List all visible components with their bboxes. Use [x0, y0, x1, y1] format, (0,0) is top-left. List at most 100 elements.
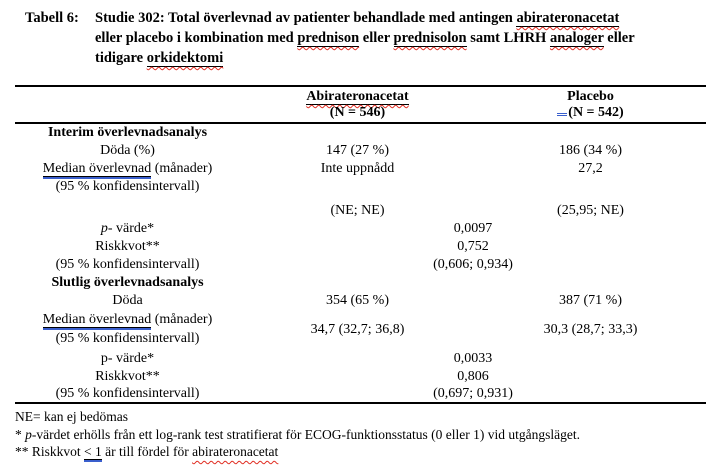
cell-value-span: 0,0033	[453, 350, 493, 366]
spellcheck-word: prednisolon	[393, 30, 467, 47]
section-row-final: Slutlig överlevnadsanalys	[15, 273, 706, 291]
empty-cell	[240, 123, 475, 141]
cell-value-span: (0,697; 0,931)	[433, 386, 513, 401]
column-header-n: (N = 546)	[329, 105, 386, 120]
column-header-abiraterone: Abirateronacetat (N = 546)	[240, 86, 475, 123]
row-label: Döda (%)	[100, 142, 155, 158]
grammar-mark-word: Median överlevnad	[42, 312, 152, 330]
row-label: Median överlevnad (månader)	[15, 159, 240, 179]
cell-value-span: 0,752	[457, 238, 489, 254]
cell-value-abi: (NE; NE)	[330, 203, 385, 218]
label-text-run: (månader)	[151, 160, 213, 176]
row-label: p- värde*	[15, 219, 240, 237]
grammar-mark-word: < 1	[84, 444, 102, 462]
cell-value-span: 0,806	[457, 368, 489, 384]
caption-text-run: tidigare	[95, 50, 147, 66]
table-row-median-final: Median överlevnad (månader) (95 % konfid…	[15, 309, 706, 349]
row-label: Riskkvot**	[95, 368, 160, 384]
row-label: (95 % konfidensintervall)	[55, 256, 200, 272]
table-row-pvalue-final: p- värde* 0,0033	[15, 349, 706, 367]
empty-cell	[15, 195, 240, 219]
underlined-word: < 1	[84, 444, 102, 460]
caption-text-run: eller	[603, 30, 635, 46]
results-table-wrapper: Abirateronacetat (N = 546) Placebo (N = …	[15, 85, 706, 404]
italic-p: p	[100, 220, 108, 236]
footnote-text-run: ** Riskkvot	[15, 444, 85, 459]
label-line-2: (95 % konfidensintervall)	[55, 331, 200, 346]
caption-text-run: Studie 302: Total överlevnad av patiente…	[95, 10, 517, 26]
caption-line-1: Studie 302: Total överlevnad av patiente…	[95, 8, 705, 28]
table-row-riskratio-ci-final: (95 % konfidensintervall) (0,697; 0,931)	[15, 385, 706, 403]
label-text-run: (månader)	[151, 312, 213, 327]
empty-cell	[475, 177, 706, 195]
cell-value-placebo: 30,3 (28,7; 33,3)	[543, 321, 638, 337]
column-header-placebo: Placebo (N = 542)	[475, 86, 706, 123]
table-row-riskratio-interim: Riskkvot** 0,752	[15, 237, 706, 255]
column-header-drug-name: Abirateronacetat	[240, 89, 475, 105]
grammar-mark-word: Median överlevnad	[42, 160, 152, 179]
empty-cell	[240, 273, 475, 291]
cell-value-placebo: 27,2	[578, 160, 603, 176]
cell-value-span: (0,606; 0,934)	[433, 256, 513, 272]
spellcheck-word: abirateronacetat	[192, 444, 279, 459]
spellcheck-word: Abirateronacetat	[306, 89, 409, 105]
cell-value-abi: 354 (65 %)	[326, 292, 389, 308]
caption-text-run: eller placebo i kombination med	[95, 30, 298, 46]
results-table: Abirateronacetat (N = 546) Placebo (N = …	[15, 85, 706, 404]
header-empty-cell	[15, 86, 240, 123]
section-header-interim: Interim överlevnadsanalys	[47, 125, 208, 140]
caption-text-run: samt LHRH	[466, 30, 550, 46]
empty-cell	[240, 177, 475, 195]
row-label: (95 % konfidensintervall)	[55, 178, 200, 194]
caption-text-run: eller	[359, 30, 394, 46]
footnote-text-run: -värdet erhölls från ett log-rank test s…	[31, 426, 580, 442]
table-row-riskratio-final: Riskkvot** 0,806	[15, 367, 706, 385]
row-label: Median överlevnad (månader) (95 % konfid…	[15, 309, 240, 349]
row-label: Riskkvot**	[95, 238, 160, 254]
cell-value-span: 0,0097	[453, 220, 493, 236]
cell-value-placebo: 387 (71 %)	[559, 292, 622, 308]
cell-value-abi: 147 (27 %)	[326, 142, 389, 158]
cell-value-placebo: 186 (34 %)	[559, 142, 622, 158]
italic-p: p	[25, 426, 32, 442]
caption-line-2: eller placebo i kombination med predniso…	[95, 28, 705, 48]
table-row-deaths-interim: Döda (%) 147 (27 %) 186 (34 %)	[15, 141, 706, 159]
underlined-word: prednison	[297, 30, 360, 47]
n-text: (N = 542)	[568, 105, 624, 120]
underlined-word: prednisolon	[393, 30, 467, 47]
spellcheck-word: analoger	[549, 30, 604, 47]
caption-tag: Tabell 6:	[25, 10, 79, 26]
label-line-1: Median överlevnad (månader)	[15, 310, 240, 330]
underlined-word: Abirateronacetat	[306, 89, 409, 105]
spellcheck-word: prednison	[297, 30, 360, 47]
label-text-run: - värde*	[107, 220, 155, 236]
grammar-mark	[557, 105, 568, 116]
row-label: (95 % konfidensintervall)	[55, 386, 200, 401]
row-label: Döda	[112, 292, 143, 308]
table-row-ci-values-interim: (NE; NE) (25,95; NE)	[15, 195, 706, 219]
footnote-text-run: är till fördel för	[101, 444, 193, 459]
spellcheck-word: abirateronacetat	[516, 10, 620, 27]
table-caption: Tabell 6: Studie 302: Total överlevnad a…	[25, 8, 710, 68]
table-row-ci-label-interim: (95 % konfidensintervall)	[15, 177, 706, 195]
footnote-ne: NE= kan ej bedömas	[15, 409, 128, 424]
spellcheck-word: orkidektomi	[146, 50, 224, 67]
underlined-word: analoger	[549, 30, 604, 47]
empty-cell	[475, 273, 706, 291]
footnote-pvalue: * p-värdet erhölls från ett log-rank tes…	[15, 426, 715, 444]
underlined-word: abirateronacetat	[516, 10, 620, 27]
footnote-text-run: *	[15, 426, 26, 442]
column-header-n: (N = 542)	[475, 105, 706, 121]
empty-cell	[475, 123, 706, 141]
row-label: p- värde*	[100, 350, 155, 366]
section-header-final: Slutlig överlevnadsanalys	[51, 274, 204, 290]
table-row-riskratio-ci-interim: (95 % konfidensintervall) (0,606; 0,934)	[15, 255, 706, 273]
cell-value-abi: 34,7 (32,7; 36,8)	[310, 321, 405, 337]
table-row-median-interim: Median överlevnad (månader) Inte uppnådd…	[15, 159, 706, 179]
header-row: Abirateronacetat (N = 546) Placebo (N = …	[15, 86, 706, 123]
underlined-word: orkidektomi	[146, 50, 224, 67]
caption-line-3: tidigare orkidektomi	[95, 48, 705, 68]
footnote-riskratio: ** Riskkvot < 1 är till fördel för abira…	[15, 443, 715, 462]
cell-value-abi: Inte uppnådd	[320, 160, 395, 176]
